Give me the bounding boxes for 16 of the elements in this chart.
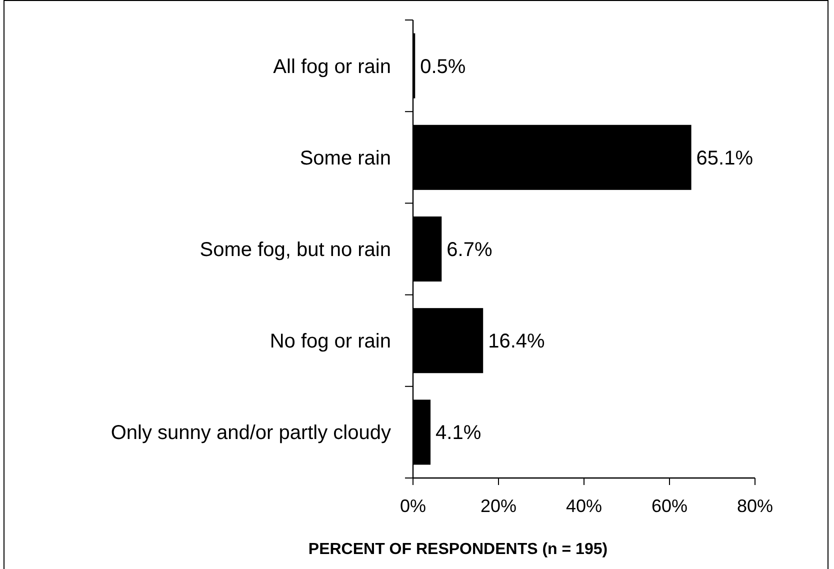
y-tick-label: Some fog, but no rain xyxy=(200,239,391,261)
data-label: 65.1% xyxy=(696,147,754,170)
x-tick-label: 20% xyxy=(480,496,517,516)
x-tick-label: 80% xyxy=(736,496,774,516)
data-label: 16.4% xyxy=(488,330,546,353)
y-tick-label: Only sunny and/or partly cloudy xyxy=(110,422,391,444)
data-label: 4.1% xyxy=(436,422,482,444)
x-tick-label: 0% xyxy=(400,496,426,516)
x-tick-label: 60% xyxy=(651,496,688,516)
x-tick-label: 40% xyxy=(566,496,602,516)
y-tick-label: All fog or rain xyxy=(273,56,391,78)
y-tick-label: Some rain xyxy=(300,147,391,170)
y-tick-label: No fog or rain xyxy=(270,330,391,353)
x-axis-title: PERCENT OF RESPONDENTS (n = 195) xyxy=(308,541,608,558)
data-label: 0.5% xyxy=(420,56,466,78)
data-label: 6.7% xyxy=(446,239,492,261)
